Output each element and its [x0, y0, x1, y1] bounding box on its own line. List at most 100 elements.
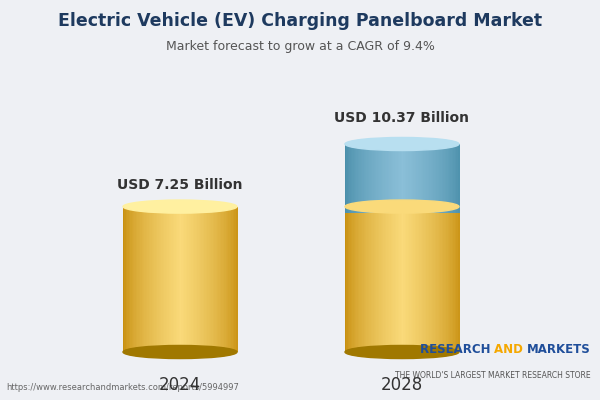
- Bar: [443, 144, 445, 213]
- Bar: [236, 206, 238, 352]
- Bar: [401, 144, 403, 213]
- Bar: [392, 144, 394, 213]
- Bar: [348, 206, 350, 352]
- Bar: [383, 206, 386, 352]
- Bar: [454, 206, 455, 352]
- Bar: [146, 206, 148, 352]
- Bar: [221, 206, 223, 352]
- Bar: [131, 206, 134, 352]
- Bar: [449, 206, 451, 352]
- Bar: [397, 144, 398, 213]
- Bar: [409, 144, 411, 213]
- Bar: [405, 206, 407, 352]
- Bar: [190, 206, 192, 352]
- Bar: [401, 206, 403, 352]
- Bar: [161, 206, 163, 352]
- Bar: [160, 206, 162, 352]
- Bar: [145, 206, 146, 352]
- Bar: [402, 144, 404, 213]
- Bar: [382, 206, 384, 352]
- Bar: [188, 206, 191, 352]
- Bar: [395, 144, 397, 213]
- Bar: [425, 144, 427, 213]
- Bar: [398, 144, 400, 213]
- Bar: [226, 206, 227, 352]
- Bar: [399, 144, 401, 213]
- Bar: [448, 206, 449, 352]
- Bar: [402, 206, 404, 352]
- Bar: [233, 206, 235, 352]
- Bar: [418, 144, 420, 213]
- Bar: [374, 144, 376, 213]
- Bar: [209, 206, 211, 352]
- Bar: [386, 206, 388, 352]
- Bar: [383, 144, 386, 213]
- Bar: [375, 206, 377, 352]
- Bar: [371, 144, 373, 213]
- Bar: [410, 206, 413, 352]
- Bar: [164, 206, 166, 352]
- Bar: [232, 206, 233, 352]
- Bar: [410, 144, 413, 213]
- Bar: [379, 144, 381, 213]
- Bar: [136, 206, 138, 352]
- Bar: [220, 206, 222, 352]
- Bar: [181, 206, 184, 352]
- Text: AND: AND: [494, 343, 527, 356]
- Bar: [170, 206, 172, 352]
- Bar: [378, 144, 380, 213]
- Bar: [364, 144, 365, 213]
- Bar: [455, 206, 457, 352]
- Bar: [371, 206, 373, 352]
- Bar: [346, 144, 349, 213]
- Bar: [348, 144, 350, 213]
- Bar: [157, 206, 159, 352]
- Bar: [355, 206, 357, 352]
- Bar: [214, 206, 216, 352]
- Bar: [130, 206, 132, 352]
- Bar: [151, 206, 154, 352]
- Bar: [458, 206, 460, 352]
- Bar: [196, 206, 198, 352]
- Bar: [429, 144, 431, 213]
- Bar: [382, 144, 384, 213]
- Text: USD 7.25 Billion: USD 7.25 Billion: [117, 178, 243, 192]
- Bar: [355, 144, 357, 213]
- Bar: [183, 206, 185, 352]
- Bar: [365, 144, 367, 213]
- Bar: [140, 206, 142, 352]
- Bar: [385, 206, 387, 352]
- Text: Market forecast to grow at a CAGR of 9.4%: Market forecast to grow at a CAGR of 9.4…: [166, 40, 434, 53]
- Bar: [435, 206, 437, 352]
- Bar: [128, 206, 131, 352]
- Bar: [193, 206, 195, 352]
- Bar: [227, 206, 229, 352]
- Bar: [191, 206, 193, 352]
- Bar: [392, 206, 394, 352]
- Bar: [186, 206, 188, 352]
- Bar: [203, 206, 205, 352]
- Ellipse shape: [345, 138, 459, 150]
- Bar: [437, 144, 440, 213]
- Bar: [369, 144, 371, 213]
- Bar: [425, 206, 427, 352]
- Text: 2028: 2028: [381, 376, 423, 394]
- Bar: [426, 144, 428, 213]
- Bar: [391, 144, 392, 213]
- Bar: [424, 206, 425, 352]
- Bar: [435, 144, 437, 213]
- Bar: [197, 206, 199, 352]
- Bar: [187, 206, 189, 352]
- Bar: [352, 144, 354, 213]
- Ellipse shape: [345, 346, 459, 358]
- Bar: [406, 144, 409, 213]
- Bar: [358, 144, 360, 213]
- Bar: [215, 206, 218, 352]
- Text: THE WORLD'S LARGEST MARKET RESEARCH STORE: THE WORLD'S LARGEST MARKET RESEARCH STOR…: [395, 371, 591, 380]
- Bar: [349, 206, 352, 352]
- Bar: [367, 206, 368, 352]
- Text: RESEARCH: RESEARCH: [419, 343, 494, 356]
- Bar: [143, 206, 145, 352]
- Bar: [345, 144, 347, 213]
- Bar: [210, 206, 212, 352]
